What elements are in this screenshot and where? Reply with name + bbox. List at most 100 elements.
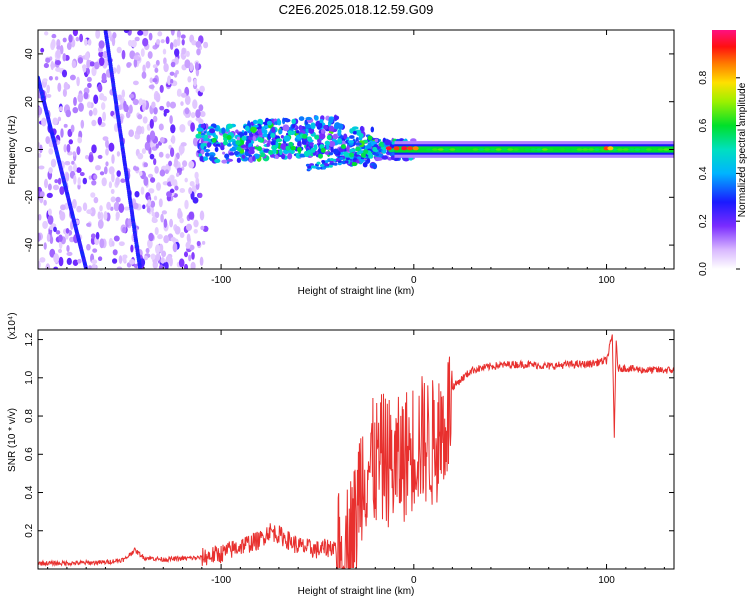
noise-cell bbox=[137, 30, 144, 36]
noise-cell bbox=[180, 101, 184, 106]
noise-cell bbox=[93, 196, 99, 204]
noise-cell bbox=[190, 261, 196, 269]
spectrogram-image bbox=[38, 30, 674, 269]
spectrogram-y-tick-label: 0 bbox=[24, 146, 35, 152]
band-highlight bbox=[257, 137, 263, 143]
band-cell bbox=[349, 148, 356, 153]
noise-cell bbox=[82, 202, 88, 212]
band-cell bbox=[381, 155, 389, 160]
noise-cell bbox=[55, 230, 61, 235]
noise-cell bbox=[39, 144, 43, 154]
noise-cell bbox=[184, 59, 191, 69]
stable-band-cell bbox=[651, 148, 658, 151]
noise-cell bbox=[86, 222, 92, 227]
noise-cell bbox=[44, 178, 48, 189]
noise-cell bbox=[88, 154, 94, 163]
snr-multiplier-label: (x10⁴) bbox=[7, 312, 18, 339]
noise-cell bbox=[164, 169, 169, 174]
noise-cell bbox=[163, 235, 170, 244]
noise-cell bbox=[42, 78, 48, 83]
band-cell bbox=[346, 145, 350, 152]
noise-cell bbox=[154, 67, 159, 73]
band-highlight bbox=[288, 141, 294, 147]
noise-cell bbox=[157, 31, 163, 37]
noise-cell bbox=[151, 211, 156, 217]
branch-cell bbox=[307, 165, 312, 169]
noise-cell bbox=[203, 41, 209, 49]
band-cell bbox=[208, 156, 215, 161]
band-cell bbox=[226, 143, 232, 147]
spectrogram-y-tick-label: -20 bbox=[24, 190, 35, 205]
noise-cell bbox=[112, 249, 118, 256]
noise-cell bbox=[176, 167, 183, 173]
noise-cell bbox=[44, 31, 49, 36]
stable-band-cell bbox=[484, 148, 491, 151]
noise-cell bbox=[150, 200, 156, 208]
noise-cell bbox=[173, 39, 178, 48]
stable-band-cell bbox=[657, 148, 664, 151]
noise-cell bbox=[121, 49, 126, 60]
band-cell bbox=[287, 152, 293, 160]
noise-cell bbox=[49, 248, 56, 258]
snr-y-axis-label: SNR (10 * v/v) bbox=[7, 408, 18, 472]
noise-cell bbox=[200, 225, 205, 231]
noise-cell bbox=[76, 146, 81, 156]
noise-cell bbox=[170, 175, 175, 186]
noise-cell bbox=[167, 75, 172, 86]
noise-cell bbox=[159, 169, 166, 177]
noise-cell bbox=[148, 32, 153, 41]
noise-cell bbox=[84, 52, 90, 61]
stable-band-cell bbox=[622, 148, 629, 151]
noise-cell bbox=[103, 166, 108, 175]
noise-cell bbox=[142, 204, 146, 210]
band-cell bbox=[337, 129, 342, 137]
band-cell bbox=[314, 115, 319, 121]
noise-cell bbox=[121, 89, 126, 98]
noise-cell bbox=[154, 211, 160, 219]
band-cell bbox=[200, 123, 206, 129]
noise-cell bbox=[57, 116, 62, 122]
noise-cell bbox=[171, 135, 176, 144]
noise-cell bbox=[170, 30, 175, 36]
noise-cell bbox=[159, 137, 165, 144]
noise-cell bbox=[177, 208, 182, 214]
band-cell bbox=[250, 126, 257, 133]
band-cell bbox=[200, 149, 205, 155]
noise-cell bbox=[192, 99, 198, 110]
noise-cell bbox=[183, 251, 189, 258]
branch-cell bbox=[316, 161, 321, 165]
noise-cell bbox=[101, 72, 107, 83]
noise-cell bbox=[150, 177, 156, 183]
noise-cell bbox=[51, 38, 56, 49]
noise-cell bbox=[63, 144, 67, 153]
noise-cell bbox=[174, 56, 179, 65]
noise-cell bbox=[193, 228, 198, 234]
band-highlight bbox=[314, 134, 320, 140]
noise-cell bbox=[53, 253, 60, 264]
noise-cell bbox=[86, 101, 92, 109]
noise-cell bbox=[152, 115, 158, 123]
stable-band-cell bbox=[524, 148, 531, 151]
band-cell bbox=[252, 135, 257, 142]
spectrogram-x-tick-label: -100 bbox=[211, 275, 231, 286]
band-cell bbox=[390, 154, 396, 161]
noise-cell bbox=[194, 62, 199, 71]
band-highlight bbox=[372, 146, 378, 152]
band-cell bbox=[226, 123, 233, 129]
noise-cell bbox=[168, 160, 173, 167]
noise-cell bbox=[160, 39, 165, 44]
noise-cell bbox=[83, 92, 89, 100]
noise-cell bbox=[113, 201, 120, 212]
stable-band-cell bbox=[588, 148, 595, 151]
hot-spot bbox=[607, 146, 614, 151]
band-highlight bbox=[337, 138, 343, 144]
band-highlight bbox=[287, 130, 293, 136]
band-cell bbox=[319, 118, 324, 124]
branch-cell bbox=[322, 166, 326, 170]
noise-cell bbox=[43, 199, 47, 206]
branch-cell bbox=[320, 164, 324, 167]
noise-cell bbox=[143, 176, 149, 187]
noise-cell bbox=[111, 240, 115, 247]
noise-cell bbox=[45, 57, 51, 63]
branch-cell bbox=[376, 146, 381, 150]
